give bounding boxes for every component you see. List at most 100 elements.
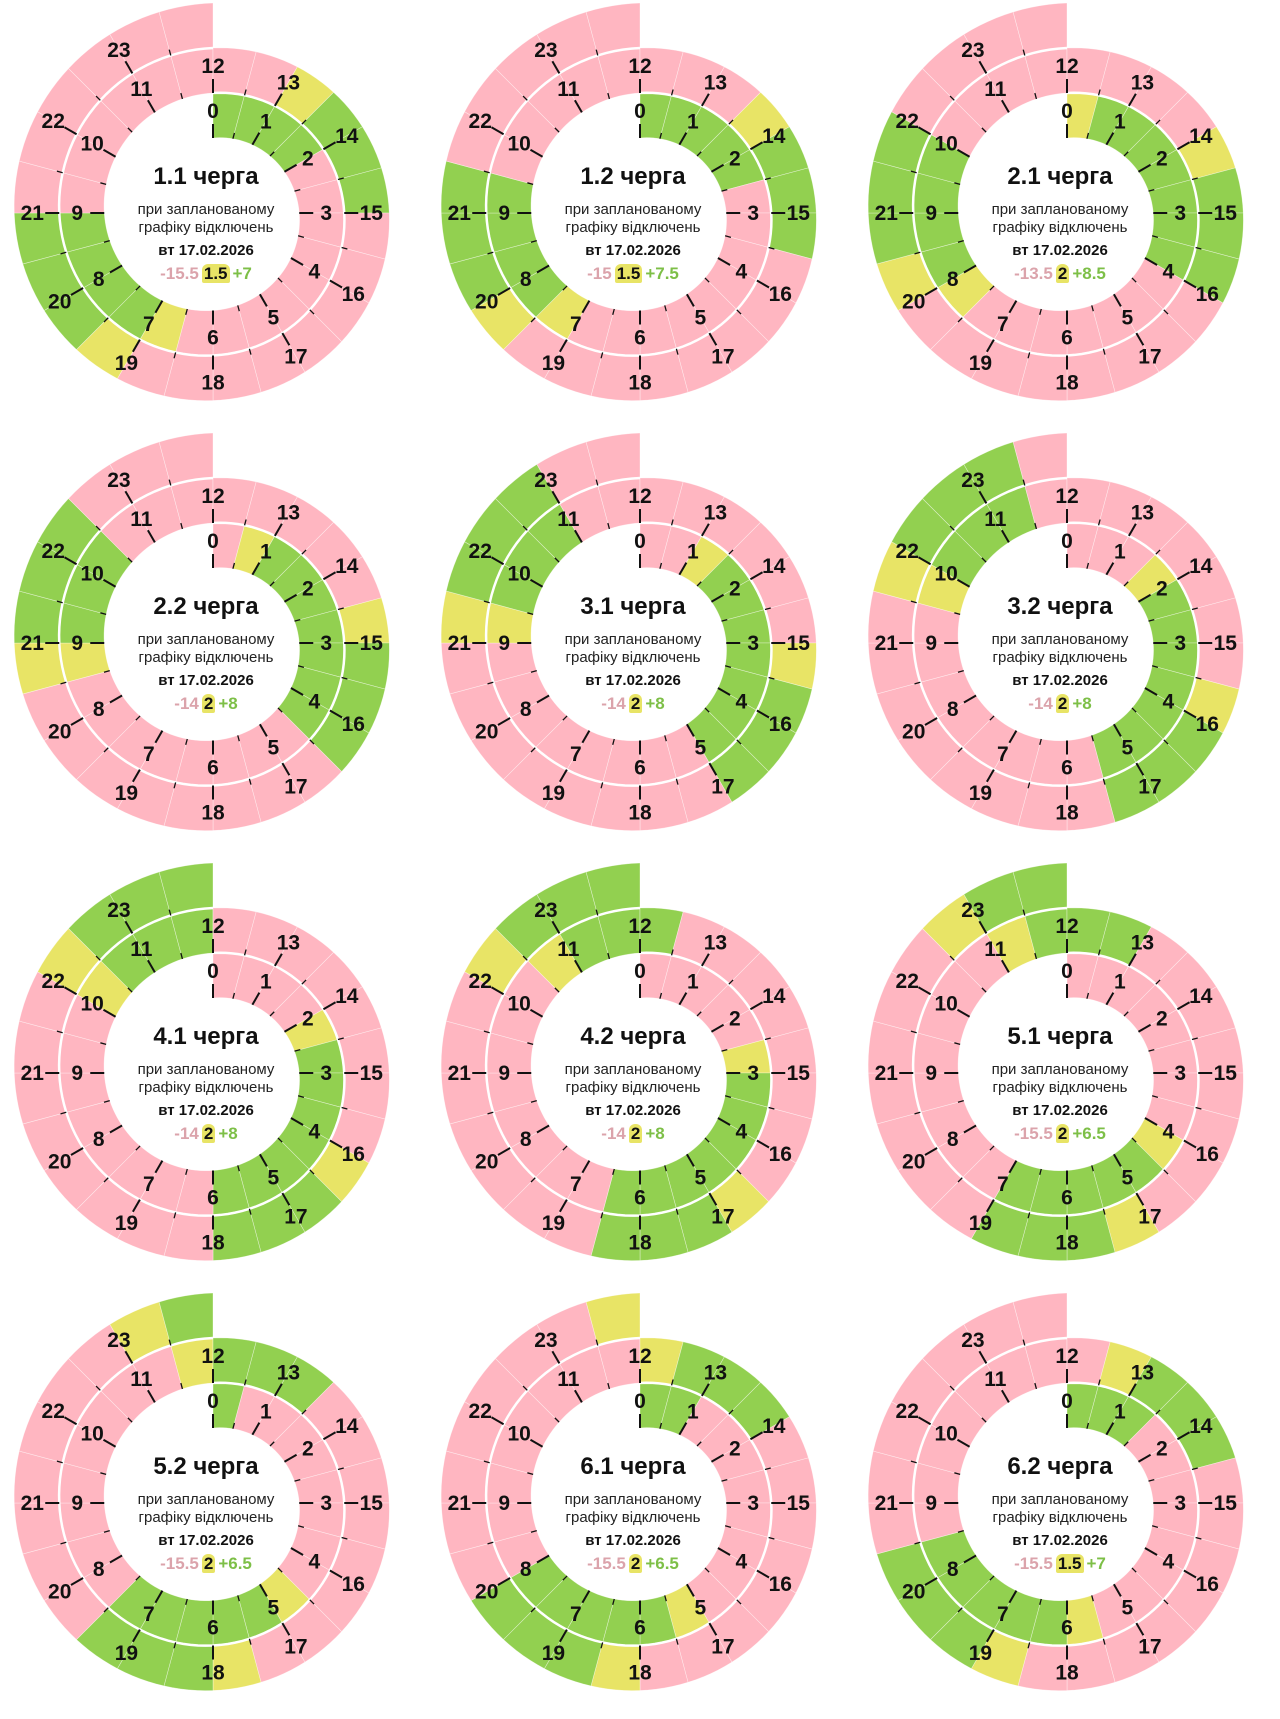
half-hour-tick	[659, 562, 663, 569]
half-hour-tick	[704, 1137, 710, 1143]
hour-label: 21	[448, 1492, 472, 1515]
hour-tick	[529, 578, 544, 588]
hour-label: 12	[201, 1345, 224, 1368]
hour-label: 18	[1055, 1662, 1079, 1685]
hour-label: 20	[902, 291, 925, 314]
half-hour-tick	[232, 562, 236, 569]
hour-label: 15	[1214, 1062, 1238, 1085]
hour-tick	[290, 1547, 304, 1556]
hour-tick	[1135, 1192, 1145, 1206]
half-hour-tick	[768, 246, 775, 250]
subtitle-line-2: графіку відключень	[992, 219, 1128, 236]
hour-label: 13	[277, 931, 300, 954]
possible-outage-hours: 2	[1055, 694, 1070, 713]
hour-label: 18	[201, 1662, 225, 1685]
schedule-chart: 0 1 2 3 4 5 6 7 8 9 10 11 12 13 14 15 16 17 18 19 20 21 22 23 3.…	[410, 413, 870, 873]
half-hour-tick	[127, 557, 133, 563]
hour-label: 6	[207, 327, 219, 350]
hour-label: 17	[1138, 1636, 1161, 1659]
hour-label: 22	[42, 1400, 65, 1423]
hour-label: 16	[1196, 283, 1219, 306]
half-hour-tick	[103, 747, 109, 753]
hour-tick	[259, 1153, 268, 1167]
subtitle-line-2: графіку відключень	[565, 219, 701, 236]
half-hour-tick	[1034, 952, 1038, 960]
subtitle-line-1: при запланованому	[137, 201, 275, 218]
half-hour-tick	[1091, 305, 1094, 312]
chart-center-info: 4.1 черга при запланованому графіку відклю…	[96, 1023, 316, 1145]
hours-summary: -14 2 +8	[96, 1123, 316, 1145]
half-hour-tick	[1131, 277, 1137, 283]
schedule-date: вт 17.02.2026	[158, 1532, 254, 1549]
subtitle-line-2: графіку відключень	[992, 1079, 1128, 1096]
chart-center-info: 1.2 черга при запланованому графіку відклю…	[523, 163, 743, 285]
hour-label: 21	[875, 202, 899, 225]
hour-tick	[536, 1124, 550, 1134]
half-hour-tick	[1123, 1441, 1129, 1447]
hour-label: 14	[762, 1415, 786, 1438]
hour-label: 5	[695, 307, 707, 330]
power-on-hours: +8	[218, 1124, 238, 1143]
hour-label: 1	[687, 540, 699, 563]
hour-tick	[708, 1192, 718, 1206]
half-hour-tick	[127, 987, 133, 993]
hour-tick	[756, 279, 770, 289]
half-hour-tick	[173, 352, 177, 359]
hours-summary: -15.5 1.5 +7	[96, 263, 316, 285]
hour-label: 16	[1196, 713, 1219, 736]
half-hour-tick	[237, 735, 240, 742]
hour-label: 4	[308, 261, 320, 284]
hour-label: 2	[1156, 1437, 1168, 1460]
half-hour-tick	[600, 1642, 604, 1649]
hour-tick	[124, 920, 134, 934]
half-hour-tick	[562, 1575, 568, 1581]
half-hour-tick	[954, 182, 961, 185]
half-hour-tick	[1091, 1595, 1094, 1602]
hour-tick	[1137, 593, 1152, 603]
hour-tick	[574, 1389, 583, 1403]
subtitle-line-1: при запланованому	[991, 201, 1129, 218]
half-hour-tick	[659, 132, 663, 139]
half-hour-tick	[103, 1607, 109, 1613]
hour-tick	[290, 687, 304, 696]
hour-tick	[63, 1416, 78, 1426]
hour-label: 2	[302, 1437, 314, 1460]
possible-outage-hours: 2	[201, 694, 216, 713]
hour-tick	[329, 279, 343, 289]
half-hour-tick	[1148, 188, 1155, 192]
queue-title: 5.1 черга	[1007, 1023, 1113, 1050]
half-hour-tick	[664, 1595, 667, 1602]
hour-label: 10	[508, 1422, 531, 1445]
hour-label: 14	[762, 985, 786, 1008]
hour-tick	[536, 1554, 550, 1564]
half-hour-tick	[607, 952, 611, 960]
hour-label: 15	[1214, 632, 1238, 655]
schedule-chart: 0 1 2 3 4 5 6 7 8 9 10 11 12 13 14 15 16 17 18 19 20 21 22 23 4.…	[410, 843, 870, 1303]
half-hour-tick	[721, 1048, 728, 1052]
half-hour-tick	[1155, 979, 1161, 985]
hours-summary: -14 2 +8	[523, 693, 743, 715]
hour-tick	[978, 920, 988, 934]
hour-tick	[551, 490, 561, 504]
hour-label: 20	[48, 721, 71, 744]
hour-tick	[1001, 529, 1010, 543]
half-hour-tick	[1027, 352, 1031, 359]
hour-tick	[281, 762, 291, 776]
half-hour-tick	[243, 519, 247, 526]
hour-label: 6	[1061, 757, 1073, 780]
schedule-chart: 0 1 2 3 4 5 6 7 8 9 10 11 12 13 14 15 16 17 18 19 20 21 22 23 2.…	[0, 413, 443, 873]
hour-label: 8	[947, 698, 959, 721]
hour-label: 14	[1189, 125, 1213, 148]
half-hour-tick	[910, 170, 917, 174]
half-hour-tick	[910, 1460, 917, 1464]
schedule-date: вт 17.02.2026	[158, 672, 254, 689]
half-hour-tick	[248, 348, 252, 355]
hour-label: 11	[130, 1368, 153, 1391]
half-hour-tick	[957, 1607, 963, 1613]
hour-label: 10	[935, 562, 958, 585]
subtitle-line-2: графіку відключень	[992, 649, 1128, 666]
hour-tick	[259, 293, 268, 307]
hour-label: 2	[302, 1007, 314, 1030]
queue-title: 4.1 черга	[153, 1023, 259, 1050]
